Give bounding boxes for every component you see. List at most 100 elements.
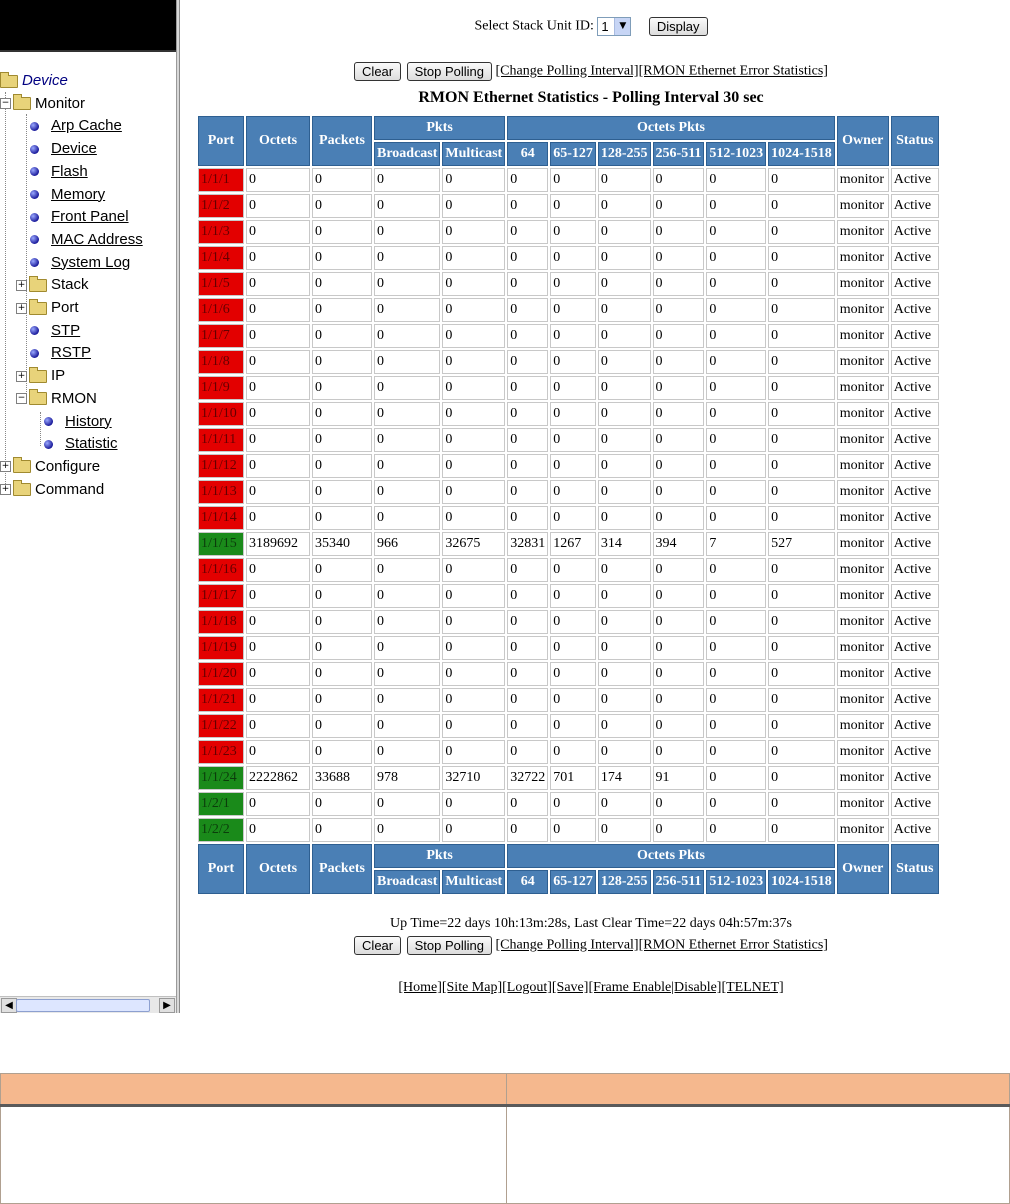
scroll-right-icon[interactable]: ▶ (159, 998, 175, 1013)
table-row: 1/1/2 0 0 0 0 0 0 0 0 0 0 monitor Active (198, 194, 939, 218)
expand-icon[interactable]: + (16, 302, 27, 314)
sidebar-item-rstp[interactable]: RSTP (30, 342, 91, 364)
display-button[interactable]: Display (648, 17, 708, 36)
sidebar-link[interactable]: Flash (51, 162, 88, 180)
port-cell[interactable]: 1/1/10 (198, 402, 244, 426)
change-interval-link-bottom[interactable]: [Change Polling Interval] (495, 937, 639, 953)
port-cell[interactable]: 1/1/18 (198, 610, 244, 634)
stat-cell: 0 (312, 714, 372, 738)
sidebar-link[interactable]: System Log (51, 253, 131, 271)
stat-cell: monitor (836, 298, 889, 322)
port-cell[interactable]: 1/1/14 (198, 506, 244, 530)
frame-divider[interactable] (177, 0, 180, 1013)
expand-icon[interactable]: + (0, 461, 11, 473)
stat-cell: 0 (550, 402, 596, 426)
error-stats-link-bottom[interactable]: [RMON Ethernet Error Statistics] (638, 937, 828, 953)
sidebar-item-monitor[interactable]: − Monitor (0, 93, 85, 115)
sidebar-link[interactable]: RSTP (51, 344, 92, 362)
stat-cell: 0 (768, 428, 835, 452)
sidebar-link[interactable]: Device (51, 140, 97, 158)
port-cell[interactable]: 1/1/13 (198, 480, 244, 504)
stat-cell: 0 (246, 636, 310, 660)
sidebar-link[interactable]: Front Panel (51, 208, 129, 226)
sidebar-item-configure[interactable]: + Configure (0, 456, 100, 478)
expand-icon[interactable]: + (0, 484, 11, 496)
controls-bottom: Clear Stop Polling [Change Polling Inter… (182, 936, 1000, 955)
port-cell[interactable]: 1/1/5 (198, 272, 244, 296)
sidebar-item-device[interactable]: Device (30, 138, 97, 160)
sidebar-link[interactable]: MAC Address (51, 230, 143, 248)
sidebar-item-stp[interactable]: STP (30, 320, 80, 342)
sidebar-item-command[interactable]: + Command (0, 479, 104, 501)
footer-link-home[interactable]: [Home] (398, 980, 442, 995)
stat-cell: 0 (768, 818, 835, 842)
sidebar-item-port[interactable]: + Port (16, 297, 79, 319)
port-cell[interactable]: 1/1/7 (198, 324, 244, 348)
stat-cell: 978 (374, 766, 441, 790)
sidebar-item-rmon[interactable]: − RMON (16, 388, 97, 410)
port-cell[interactable]: 1/1/17 (198, 584, 244, 608)
sidebar-link[interactable]: Memory (51, 185, 106, 203)
sidebar-item-stack[interactable]: + Stack (16, 274, 89, 296)
sidebar-link[interactable]: STP (51, 321, 81, 339)
port-cell[interactable]: 1/1/19 (198, 636, 244, 660)
footer-link-telnet[interactable]: [TELNET] (721, 980, 784, 995)
footer-link-frame-enable-disable[interactable]: [Frame Enable|Disable] (588, 980, 722, 995)
sidebar-link[interactable]: History (65, 412, 112, 430)
sidebar-item-statistic[interactable]: Statistic (44, 433, 118, 455)
expand-icon[interactable]: + (16, 279, 27, 291)
port-cell[interactable]: 1/1/4 (198, 246, 244, 270)
clear-button[interactable]: Clear (354, 62, 402, 81)
stat-cell: 0 (768, 168, 835, 192)
stack-unit-select[interactable]: 1 ▼ (597, 17, 632, 36)
port-cell[interactable]: 1/1/16 (198, 558, 244, 582)
sidebar-root-device[interactable]: Device (0, 70, 68, 92)
sidebar-item-ip[interactable]: + IP (16, 365, 65, 387)
port-cell[interactable]: 1/1/3 (198, 220, 244, 244)
col-footer-b256: 256-511 (652, 870, 705, 894)
scroll-left-icon[interactable]: ◀ (1, 998, 17, 1013)
stat-cell: Active (890, 428, 939, 452)
collapse-icon[interactable]: − (0, 98, 11, 110)
sidebar-item-history[interactable]: History (44, 411, 112, 433)
stop-polling-button[interactable]: Stop Polling (406, 62, 493, 81)
horizontal-scrollbar[interactable]: ◀ ▶ (0, 996, 176, 1013)
footer-link-save[interactable]: [Save] (551, 980, 589, 995)
port-cell[interactable]: 1/1/24 (198, 766, 244, 790)
port-cell[interactable]: 1/2/1 (198, 792, 244, 816)
footer-link-logout[interactable]: [Logout] (502, 980, 552, 995)
chevron-down-icon[interactable]: ▼ (614, 18, 631, 35)
port-cell[interactable]: 1/1/2 (198, 194, 244, 218)
port-cell[interactable]: 1/1/12 (198, 454, 244, 478)
collapse-icon[interactable]: − (16, 393, 27, 405)
stat-cell: 0 (374, 584, 441, 608)
col-header-pkts: Pkts (374, 116, 506, 140)
sidebar-item-front-panel[interactable]: Front Panel (30, 206, 129, 228)
error-stats-link[interactable]: [RMON Ethernet Error Statistics] (638, 63, 828, 79)
port-cell[interactable]: 1/1/8 (198, 350, 244, 374)
footer-link-site-map[interactable]: [Site Map] (441, 980, 503, 995)
clear-button-bottom[interactable]: Clear (354, 936, 402, 955)
port-cell[interactable]: 1/1/20 (198, 662, 244, 686)
stop-polling-button-bottom[interactable]: Stop Polling (406, 936, 493, 955)
sidebar-item-flash[interactable]: Flash (30, 161, 88, 183)
sidebar-item-arp-cache[interactable]: Arp Cache (30, 115, 122, 137)
change-interval-link[interactable]: [Change Polling Interval] (495, 63, 639, 79)
port-cell[interactable]: 1/1/21 (198, 688, 244, 712)
scroll-thumb[interactable] (16, 999, 150, 1012)
sidebar-link[interactable]: Statistic (65, 435, 118, 453)
sidebar-link[interactable]: Arp Cache (51, 117, 122, 135)
port-cell[interactable]: 1/1/1 (198, 168, 244, 192)
port-cell[interactable]: 1/1/22 (198, 714, 244, 738)
sidebar-item-memory[interactable]: Memory (30, 184, 105, 206)
port-cell[interactable]: 1/1/15 (198, 532, 244, 556)
port-cell[interactable]: 1/1/23 (198, 740, 244, 764)
sidebar-item-mac-address[interactable]: MAC Address (30, 229, 143, 251)
port-cell[interactable]: 1/1/6 (198, 298, 244, 322)
port-cell[interactable]: 1/2/2 (198, 818, 244, 842)
expand-icon[interactable]: + (16, 370, 27, 382)
stat-cell: Active (890, 194, 939, 218)
port-cell[interactable]: 1/1/9 (198, 376, 244, 400)
port-cell[interactable]: 1/1/11 (198, 428, 244, 452)
sidebar-item-system-log[interactable]: System Log (30, 252, 130, 274)
